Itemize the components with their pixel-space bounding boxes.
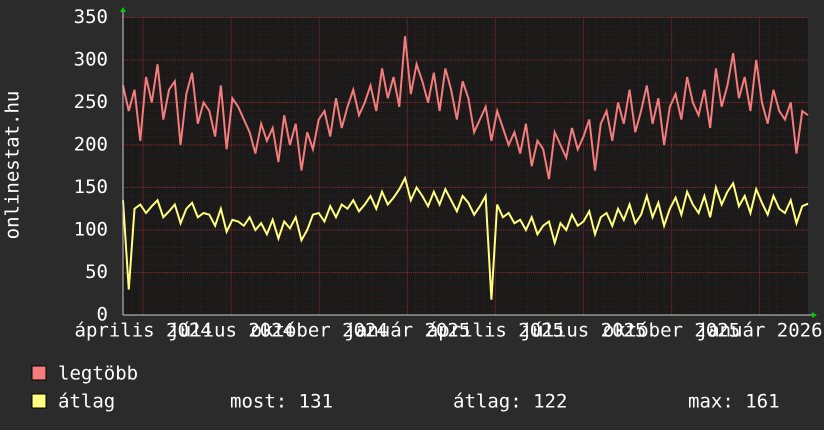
- x-tick-label: április 2025: [427, 320, 564, 342]
- legend: legtöbb átlag most: 131 átlag: 122 max: 161: [31, 363, 780, 413]
- legend-stat: max: 161: [688, 391, 780, 413]
- y-tick-label: 50: [85, 261, 108, 283]
- x-tick-label: január 2026: [697, 320, 823, 342]
- y-tick-label: 350: [74, 6, 108, 28]
- y-tick-label: 0: [97, 304, 108, 326]
- x-tick-label: április 2024: [75, 320, 212, 342]
- y-tick-label: 300: [74, 49, 108, 71]
- legend-stat: most: 131: [230, 391, 333, 413]
- x-tick-label: október 2024: [251, 320, 388, 342]
- x-tick-label: július 2025: [521, 320, 647, 342]
- y-axis-label: onlinestat.hu: [2, 91, 24, 240]
- x-tick-label: július 2024: [168, 320, 294, 342]
- axis-arrow: [812, 312, 817, 318]
- legend-stat: átlag: 122: [453, 391, 567, 413]
- y-tick-label: 250: [74, 91, 108, 113]
- legend-label: átlag: [58, 391, 115, 413]
- y-tick-label: 200: [74, 134, 108, 156]
- legend-swatch: [31, 393, 47, 409]
- series-line: [122, 36, 809, 180]
- y-tick-label: 150: [74, 176, 108, 198]
- legend-swatch: [31, 365, 47, 381]
- grid: [123, 17, 808, 316]
- minor-grid: [123, 17, 808, 315]
- axis-arrow: [120, 7, 126, 12]
- y-tick-label: 100: [74, 219, 108, 241]
- x-tick-label: október 2025: [603, 320, 740, 342]
- lines: [122, 36, 809, 300]
- x-tick-label: január 2025: [344, 320, 470, 342]
- series-line: [122, 175, 809, 300]
- legend-label: legtöbb: [58, 363, 138, 385]
